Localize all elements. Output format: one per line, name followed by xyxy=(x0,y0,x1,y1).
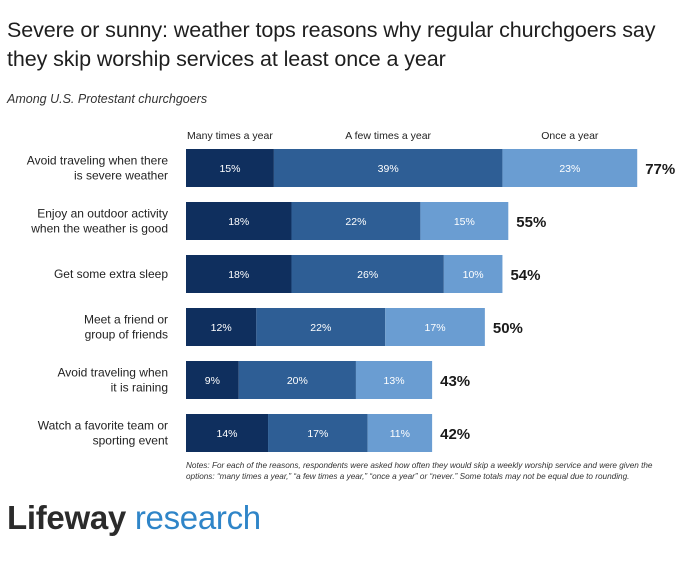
bar-few xyxy=(238,361,356,399)
legend-once: Once a year xyxy=(541,130,599,142)
bar-value-label: 13% xyxy=(384,375,405,387)
bar-many xyxy=(186,202,292,240)
bar-many xyxy=(186,308,257,346)
bar-once xyxy=(443,255,503,293)
bar-few xyxy=(291,202,421,240)
bar-value-label: 22% xyxy=(345,216,366,228)
category-label: Get some extra sleep xyxy=(54,267,168,281)
bar-once xyxy=(502,149,638,187)
chart-subtitle: Among U.S. Protestant churchgoers xyxy=(7,92,208,106)
bar-value-label: 39% xyxy=(378,163,399,175)
bar-once xyxy=(367,414,433,452)
footnote: Notes: For each of the reasons, responde… xyxy=(186,461,653,481)
total-label: 43% xyxy=(440,373,470,390)
stacked-bar-chart: Many times a year A few times a year Once … xyxy=(27,130,675,452)
total-label: 55% xyxy=(516,214,546,231)
bar-value-label: 20% xyxy=(287,375,308,387)
bar-value-label: 9% xyxy=(205,375,220,387)
bar-many xyxy=(186,361,239,399)
bar-once xyxy=(385,308,485,346)
bar-value-label: 15% xyxy=(454,216,475,228)
bar-value-label: 15% xyxy=(219,163,240,175)
logo-brand: Lifeway xyxy=(7,499,126,536)
category-label: Enjoy an outdoor activity when the weathe… xyxy=(30,207,168,236)
bar-many xyxy=(186,149,274,187)
bar-once xyxy=(355,361,433,399)
category-label: Avoid traveling when there is severe weat… xyxy=(27,154,169,183)
bar-value-label: 18% xyxy=(228,269,249,281)
bar-once xyxy=(420,202,509,240)
bar-many xyxy=(186,414,269,452)
total-label: 54% xyxy=(510,267,540,284)
lifeway-research-logo: Lifeway research xyxy=(7,498,261,538)
total-label: 42% xyxy=(440,426,470,443)
bar-value-label: 14% xyxy=(217,428,238,440)
bar-value-label: 12% xyxy=(211,322,232,334)
logo-sub: research xyxy=(134,499,261,536)
category-label: Watch a favorite team or sporting event xyxy=(38,419,169,448)
chart-title: Severe or sunny: weather tops reasons wh… xyxy=(7,18,656,71)
bar-value-label: 17% xyxy=(307,428,328,440)
category-label: Avoid traveling when it is raining xyxy=(57,366,168,395)
bar-many xyxy=(186,255,292,293)
bar-value-label: 22% xyxy=(310,322,331,334)
bar-value-label: 11% xyxy=(390,428,410,440)
bar-few xyxy=(268,414,368,452)
bar-value-label: 18% xyxy=(228,216,249,228)
bar-few xyxy=(291,255,444,293)
bar-value-label: 23% xyxy=(559,163,580,175)
legend-few: A few times a year xyxy=(345,130,431,142)
bar-value-label: 26% xyxy=(357,269,378,281)
bar-few xyxy=(273,149,503,187)
legend-many: Many times a year xyxy=(187,130,273,142)
bar-value-label: 10% xyxy=(463,269,484,281)
bar-value-label: 17% xyxy=(425,322,446,334)
total-label: 77% xyxy=(645,161,675,178)
category-label: Meet a friend or group of friends xyxy=(84,313,168,342)
bar-few xyxy=(256,308,386,346)
total-label: 50% xyxy=(493,320,523,337)
